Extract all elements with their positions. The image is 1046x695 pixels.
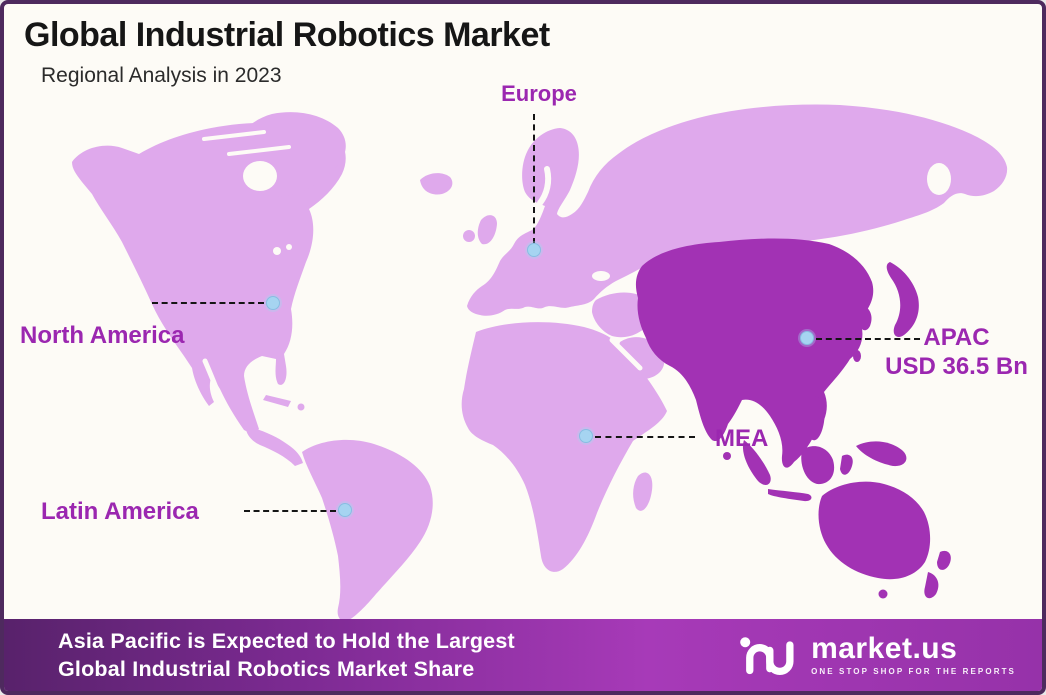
red-sea-cutout [609,337,643,371]
brand-logo: market.us ONE STOP SHOP FOR THE REPORTS [737,628,1016,682]
banner-line-1: Asia Pacific is Expected to Hold the Lar… [58,629,515,653]
java-shape [768,489,812,502]
footer-banner: Asia Pacific is Expected to Hold the Lar… [4,619,1042,691]
europe-leader-line [533,114,535,244]
north-america-leader-line [152,302,264,304]
taiwan-shape [853,350,861,362]
region-label-apac: APAC [923,324,990,351]
banner-line-2: Global Industrial Robotics Market Share [58,657,475,681]
black-sea-cutout [592,271,610,281]
uk-shape [477,215,497,245]
europe-marker-dot [527,243,541,257]
central-america-shape [245,426,303,466]
north-america-marker-dot [266,296,280,310]
borneo-shape [801,446,835,485]
region-label-europe: Europe [501,81,577,106]
gulf-of-california-cutout [202,358,224,404]
arctic-channel-cutout [202,130,266,141]
korea-shape [857,304,872,331]
great-lakes-cutout [273,247,281,255]
world-map [72,104,1008,622]
north-america-shape [72,122,346,434]
south-america-shape [302,439,433,622]
australia-shape [818,481,931,580]
apac-marker-dot [800,331,814,345]
japan-shape [886,262,919,337]
apac-leader-line [816,338,920,340]
new-zealand-north-shape [937,550,951,570]
region-value-apac: USD 36.5 Bn [885,353,1028,380]
page-subtitle: Regional Analysis in 2023 [41,64,282,87]
africa-shape [461,322,667,572]
sri-lanka-shape [723,452,731,460]
mea-marker-dot [579,429,593,443]
banner-text: Asia Pacific is Expected to Hold the Lar… [58,627,515,683]
region-label-latin-america: Latin America [41,498,199,525]
new-guinea-shape [856,441,907,467]
latin-america-leader-line [244,510,336,512]
new-zealand-south-shape [924,572,939,599]
okhotsk-sea-cutout [927,163,951,195]
sulawesi-shape [840,454,853,475]
logo-name: market.us [811,632,958,665]
logo-text: market.us ONE STOP SHOP FOR THE REPORTS [811,632,1016,677]
latin-america-marker-dot [338,503,352,517]
hispaniola-shape [297,403,305,411]
hudson-bay-cutout [243,161,277,191]
sumatra-shape [742,440,771,486]
philippines-shape [808,396,825,441]
mea-leader-line [595,436,695,438]
logo-tagline: ONE STOP SHOP FOR THE REPORTS [811,667,1016,676]
tasmania-shape [878,589,888,599]
iceland-shape [420,173,453,195]
market-us-logo-icon [740,637,794,676]
region-label-north-america: North America [20,322,185,349]
arctic-channel-cutout-2 [227,145,291,156]
baltic-sea-cutout [537,166,552,206]
europe-russia-shape [467,104,1008,316]
ireland-shape [463,230,475,242]
cuba-shape [263,395,291,407]
page-title: Global Industrial Robotics Market [24,16,550,54]
region-label-mea: MEA [715,425,769,452]
great-lakes-cutout-2 [286,244,292,250]
madagascar-shape [633,472,653,511]
